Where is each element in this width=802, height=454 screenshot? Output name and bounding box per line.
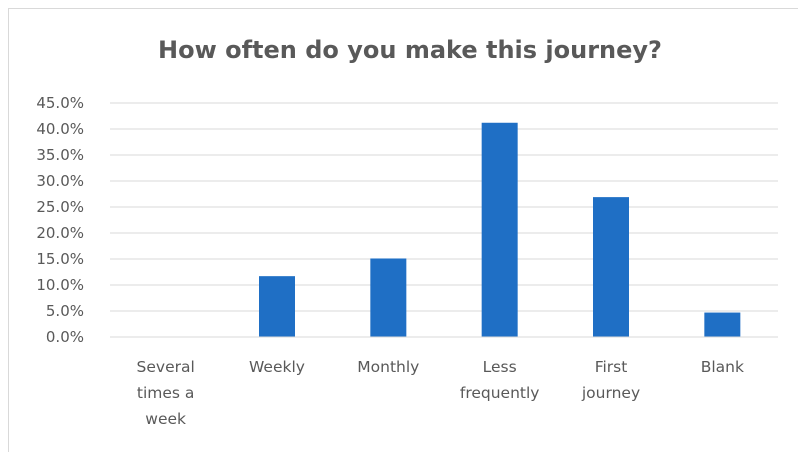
y-tick-label: 35.0%: [36, 146, 84, 164]
y-tick-label: 30.0%: [36, 172, 84, 190]
chart-title: How often do you make this journey?: [158, 36, 662, 64]
bar: [593, 197, 629, 337]
y-tick-label: 5.0%: [46, 302, 84, 320]
x-category-label: Several times a week: [137, 358, 195, 428]
x-category-label: Less frequently: [460, 358, 540, 402]
x-category-label: Weekly: [249, 358, 305, 376]
y-tick-label: 20.0%: [36, 224, 84, 242]
gridlines: [110, 102, 778, 312]
bar: [259, 276, 295, 337]
y-tick-label: 10.0%: [36, 276, 84, 294]
y-tick-label: 15.0%: [36, 250, 84, 268]
y-tick-label: 25.0%: [36, 198, 84, 216]
chart-frame: [8, 8, 798, 452]
x-category-label: Monthly: [357, 358, 419, 376]
bar: [481, 122, 518, 337]
y-tick-label: 45.0%: [36, 94, 84, 112]
y-tick-label: 40.0%: [36, 120, 84, 138]
bar: [704, 312, 741, 337]
x-category-label: First journey: [581, 358, 640, 402]
x-axis-labels: Several times a week Weekly Monthly Less frequ…: [137, 358, 744, 428]
y-tick-label: 0.0%: [46, 328, 84, 346]
bars: [259, 122, 741, 337]
x-category-label: Blank: [701, 358, 744, 376]
bar: [370, 258, 407, 337]
y-axis-ticks: 0.0% 5.0% 10.0% 15.0% 20.0% 25.0% 30.0% 35.0% 40…: [36, 94, 84, 346]
